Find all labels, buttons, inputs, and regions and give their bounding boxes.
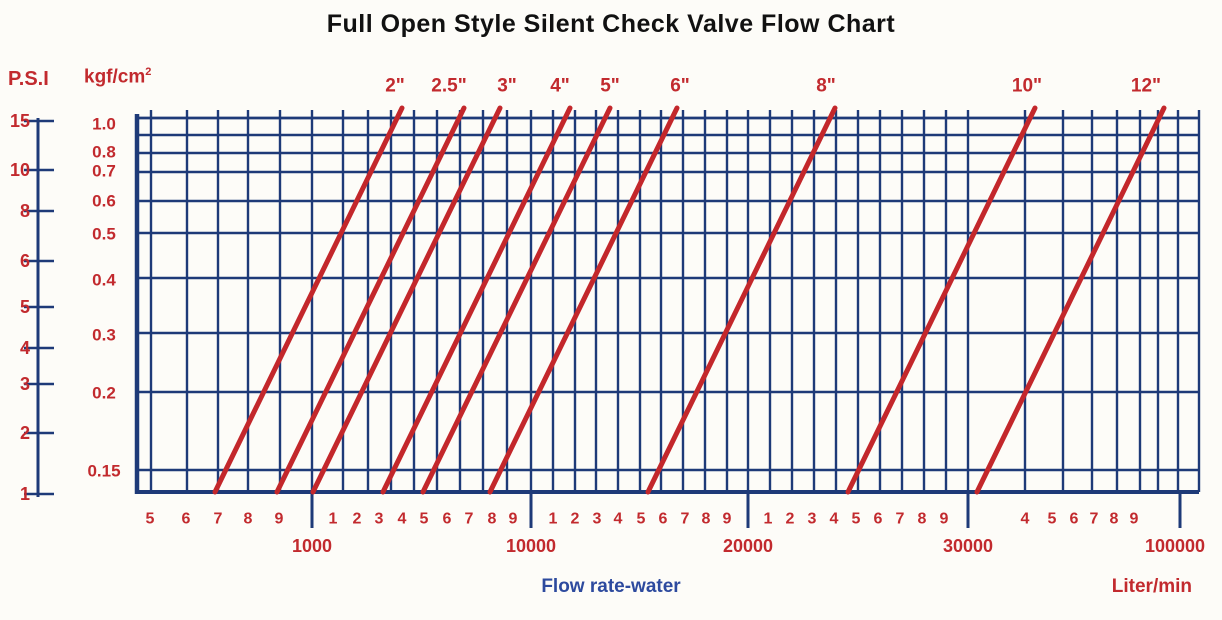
x-minor-label: 4 (1021, 511, 1030, 528)
kgf-tick-label: 0.5 (92, 225, 116, 244)
psi-axis-header: P.S.I (8, 68, 49, 91)
kgf-tick-label: 0.15 (87, 462, 120, 481)
kgf-tick-label: 0.3 (92, 326, 116, 345)
x-minor-label: 7 (681, 511, 690, 528)
x-minor-label: 4 (614, 511, 623, 528)
x-major-label: 10000 (506, 536, 556, 556)
valve-size-line (212, 105, 405, 495)
valve-size-line (974, 105, 1167, 495)
x-minor-label: 3 (808, 511, 817, 528)
x-minor-label: 2 (786, 511, 795, 528)
x-minor-label: 6 (182, 511, 191, 528)
x-minor-label: 1 (764, 511, 773, 528)
x-minor-label: 5 (420, 511, 429, 528)
x-minor-label: 7 (214, 511, 223, 528)
x-minor-label: 8 (918, 511, 927, 528)
x-minor-label: 2 (571, 511, 580, 528)
kgf-axis-label: kgf/cm (84, 66, 146, 88)
x-minor-label: 5 (852, 511, 861, 528)
psi-tick-label: 5 (20, 297, 30, 317)
kgf-tick-label: 0.2 (92, 384, 116, 403)
x-minor-label: 6 (659, 511, 668, 528)
psi-tick-label: 10 (10, 160, 30, 180)
psi-axis-label: P.S.I (8, 68, 49, 90)
x-minor-label: 6 (443, 511, 452, 528)
valve-size-label: 10" (1012, 76, 1042, 97)
x-minor-label: 7 (1090, 511, 1099, 528)
x-minor-label: 5 (146, 511, 155, 528)
x-minor-label: 6 (1070, 511, 1079, 528)
valve-size-label: 6" (670, 76, 690, 97)
x-minor-label: 9 (723, 511, 732, 528)
psi-tick-label: 1 (20, 484, 30, 504)
x-minor-label: 4 (398, 511, 407, 528)
x-minor-label: 9 (275, 511, 284, 528)
x-minor-label: 9 (1130, 511, 1139, 528)
x-minor-label: 2 (353, 511, 362, 528)
x-minor-label: 3 (375, 511, 384, 528)
x-minor-label: 9 (509, 511, 518, 528)
kgf-tick-label: 0.4 (92, 271, 116, 290)
psi-tick-label: 4 (20, 338, 30, 358)
valve-size-label: 8" (816, 76, 836, 97)
kgf-tick-label: 0.6 (92, 192, 116, 211)
x-minor-label: 1 (329, 511, 338, 528)
psi-tick-label: 15 (10, 111, 30, 131)
x-minor-label: 4 (830, 511, 839, 528)
valve-size-line (845, 105, 1038, 495)
valve-size-label: 3" (497, 76, 517, 97)
x-axis-unit-label: Liter/min (1111, 576, 1192, 597)
valve-size-line (487, 105, 680, 495)
psi-tick-label: 3 (20, 374, 30, 394)
valve-size-line (645, 105, 838, 495)
kgf-tick-label: 1.0 (92, 115, 116, 134)
x-minor-label: 1 (549, 511, 558, 528)
valve-size-label: 2" (385, 76, 405, 97)
x-minor-label: 8 (488, 511, 497, 528)
x-major-label: 20000 (723, 536, 773, 556)
x-major-label: 100000 (1145, 536, 1205, 556)
x-minor-label: 7 (465, 511, 474, 528)
x-minor-label: 8 (244, 511, 253, 528)
kgf-tick-label: 0.7 (92, 162, 116, 181)
valve-size-label: 2.5" (431, 76, 466, 97)
psi-tick-label: 6 (20, 251, 30, 271)
valve-size-label: 4" (550, 76, 570, 97)
x-minor-label: 5 (1048, 511, 1057, 528)
x-minor-label: 6 (874, 511, 883, 528)
x-minor-label: 5 (637, 511, 646, 528)
valve-size-line (380, 105, 573, 495)
x-major-label: 30000 (943, 536, 993, 556)
x-major-label: 1000 (292, 536, 332, 556)
valve-size-label: 5" (600, 76, 620, 97)
valve-size-line (274, 105, 467, 495)
kgf-axis-label-exponent: 2 (145, 66, 152, 78)
x-minor-label: 8 (702, 511, 711, 528)
kgf-tick-label: 0.8 (92, 143, 116, 162)
psi-tick-label: 8 (20, 201, 30, 221)
x-minor-label: 7 (896, 511, 905, 528)
valve-size-label: 12" (1131, 76, 1161, 97)
kgf-axis-header: kgf/cm2 (84, 66, 151, 88)
chart-title: Full Open Style Silent Check Valve Flow … (326, 10, 896, 38)
psi-tick-label: 2 (20, 423, 30, 443)
valve-size-line (310, 105, 503, 495)
x-minor-label: 8 (1110, 511, 1119, 528)
valve-size-line (420, 105, 613, 495)
x-axis-caption: Flow rate-water (541, 576, 681, 597)
x-minor-label: 3 (593, 511, 602, 528)
x-minor-label: 9 (940, 511, 949, 528)
